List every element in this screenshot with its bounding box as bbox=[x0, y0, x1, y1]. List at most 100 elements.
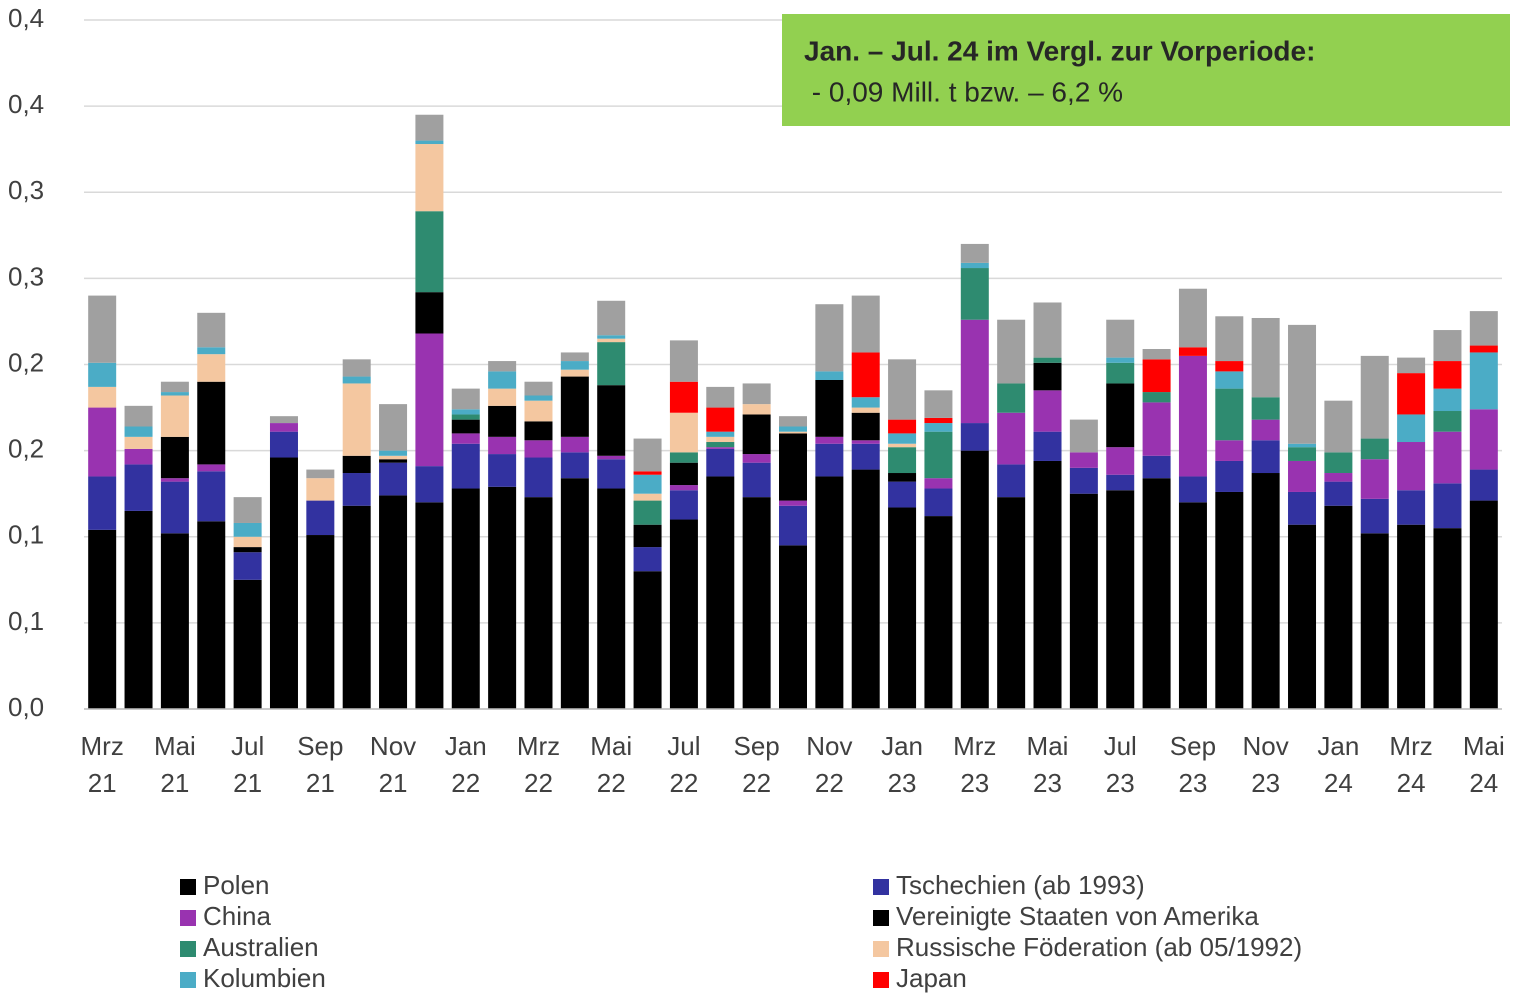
bar-segment bbox=[88, 476, 117, 530]
bar-segment bbox=[524, 497, 553, 709]
bar-segment bbox=[379, 495, 408, 709]
bar-segment bbox=[779, 500, 807, 506]
bar-segment bbox=[1178, 347, 1207, 356]
bar-segment bbox=[597, 459, 626, 489]
bar-segment bbox=[1142, 478, 1171, 709]
bar-segment bbox=[851, 295, 880, 353]
bar-segment bbox=[1360, 459, 1389, 499]
bar-segment bbox=[415, 333, 444, 467]
bar-segment bbox=[379, 462, 408, 496]
bar-segment bbox=[1469, 500, 1498, 709]
bar-segment bbox=[669, 485, 698, 491]
bar-segment bbox=[888, 359, 917, 420]
bar-segment bbox=[633, 547, 662, 572]
bar-segment bbox=[997, 464, 1026, 498]
bar-segment bbox=[742, 454, 771, 463]
bar-segment bbox=[669, 462, 698, 486]
bar-segment bbox=[597, 385, 626, 456]
bar-segment bbox=[1288, 524, 1317, 709]
bar-segment bbox=[451, 488, 480, 709]
bar-segment bbox=[560, 376, 589, 437]
bar-segment bbox=[1033, 460, 1062, 709]
bar-segment bbox=[379, 459, 408, 463]
bar-segment bbox=[1142, 392, 1171, 403]
bar-segment bbox=[669, 340, 698, 382]
bar-segment bbox=[197, 471, 226, 522]
bar-segment bbox=[197, 521, 226, 709]
bar-segment bbox=[888, 443, 917, 448]
bar-segment bbox=[1288, 443, 1317, 448]
bar-segment bbox=[415, 114, 444, 141]
bar-segment bbox=[233, 579, 262, 709]
bar-segment bbox=[888, 447, 917, 474]
bar-segment bbox=[633, 500, 662, 525]
annotation: Jan. – Jul. 24 im Vergl. zur Vorperiode:… bbox=[782, 14, 1510, 126]
bar-segment bbox=[1288, 460, 1317, 492]
bar-segment bbox=[706, 436, 735, 443]
bar-segment bbox=[379, 450, 408, 456]
y-tick-label: 0,2 bbox=[8, 347, 44, 377]
x-tick-label: Nov 23 bbox=[1242, 731, 1289, 798]
bar-segment bbox=[1469, 345, 1498, 353]
bar-segment bbox=[1033, 302, 1062, 358]
bar-segment bbox=[924, 390, 953, 418]
bar-segment bbox=[1469, 469, 1498, 501]
bar-segment bbox=[88, 529, 117, 709]
bar-segment bbox=[669, 381, 698, 413]
bar-segment bbox=[1288, 491, 1317, 525]
bar-segment bbox=[379, 455, 408, 460]
annotation-text: - 0,09 Mill. t bzw. – 6,2 % bbox=[804, 76, 1123, 107]
bar-segment bbox=[1142, 455, 1171, 479]
annotation-title: Jan. – Jul. 24 im Vergl. zur Vorperiode: bbox=[804, 35, 1315, 66]
bar-segment bbox=[779, 433, 807, 501]
bar-segment bbox=[924, 431, 953, 479]
bar-segment bbox=[669, 519, 698, 709]
bar-segment bbox=[1251, 419, 1280, 441]
legend-swatch bbox=[180, 941, 196, 957]
x-tick-label: Sep 23 bbox=[1169, 731, 1217, 798]
bar-segment bbox=[488, 436, 517, 455]
bar-segment bbox=[1469, 352, 1498, 410]
bar-segment bbox=[124, 405, 153, 427]
bar-segment bbox=[815, 436, 844, 444]
bar-segment bbox=[342, 505, 371, 709]
legend-swatch bbox=[873, 941, 889, 957]
bar-segment bbox=[415, 144, 444, 212]
x-tick-label: Nov 21 bbox=[369, 731, 417, 798]
bar-segment bbox=[269, 423, 298, 432]
y-tick-label: 0,4 bbox=[8, 89, 44, 119]
bar-segment bbox=[1215, 460, 1244, 492]
bar-segment bbox=[451, 443, 480, 489]
bar-segment bbox=[851, 397, 880, 408]
x-tick-label: Nov 22 bbox=[806, 731, 853, 798]
x-tick-label: Sep 21 bbox=[297, 731, 344, 798]
legend-swatch bbox=[873, 910, 889, 926]
x-tick-label: Mrz 23 bbox=[953, 731, 997, 798]
legend-label: Vereinigte Staaten von Amerika bbox=[896, 901, 1259, 931]
bar-segment bbox=[197, 464, 226, 472]
bar-segment bbox=[1106, 490, 1135, 709]
bar-segment bbox=[488, 388, 517, 406]
bar-segment bbox=[924, 423, 953, 432]
bar-segment bbox=[488, 371, 517, 389]
bar-segment bbox=[160, 381, 189, 393]
legend-swatch bbox=[873, 972, 889, 988]
bar-segment bbox=[633, 571, 662, 709]
bar-segment bbox=[1178, 476, 1207, 503]
x-tick-label: Mai 21 bbox=[153, 731, 196, 798]
bar-segment bbox=[706, 476, 735, 709]
bar-segment bbox=[160, 478, 189, 482]
bar-segment bbox=[524, 421, 553, 441]
bar-segment bbox=[779, 545, 807, 709]
x-tick-label: Mrz 22 bbox=[516, 731, 561, 798]
bar-segment bbox=[233, 547, 262, 553]
bar-segment bbox=[669, 490, 698, 520]
bar-segment bbox=[1106, 474, 1135, 491]
bar-segment bbox=[124, 436, 153, 449]
bar-segment bbox=[1251, 473, 1280, 709]
bar-segment bbox=[1397, 414, 1426, 443]
bar-segment bbox=[1178, 288, 1207, 348]
bar-segment bbox=[1178, 355, 1207, 477]
bar-segment bbox=[269, 457, 298, 709]
